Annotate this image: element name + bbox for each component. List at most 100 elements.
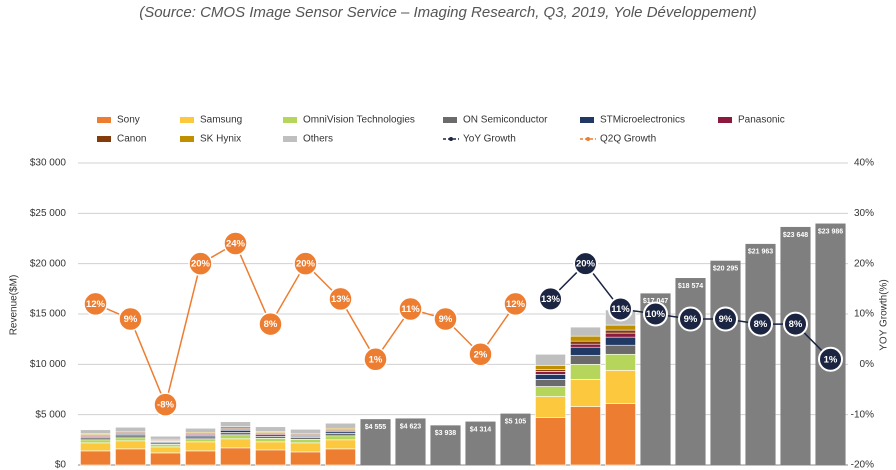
- bar-segment: [255, 426, 286, 433]
- y2-tick-label: 0%: [860, 359, 875, 370]
- legend-swatch: [283, 117, 297, 123]
- line-marker: [748, 311, 773, 337]
- bar-segment: [605, 324, 636, 331]
- legend-label: Others: [303, 134, 333, 145]
- point-label: 10%: [646, 309, 666, 320]
- bar-segment: [220, 438, 251, 449]
- bar-segment: [80, 450, 111, 466]
- point-label: 11%: [611, 304, 630, 315]
- y2-axis-label: YOY Growth(%): [879, 279, 890, 351]
- bar-segment: [535, 417, 566, 466]
- legend-swatch: [443, 117, 457, 123]
- bar-segment: [115, 440, 146, 450]
- bar-segment: [185, 441, 216, 452]
- legend-label: OmniVision Technologies: [303, 115, 415, 126]
- legend-dot: [586, 137, 590, 141]
- line-marker: [118, 306, 143, 332]
- point-label: 12%: [86, 299, 106, 310]
- bar-segment: [290, 439, 321, 444]
- bar-segment: [115, 437, 146, 442]
- bar-segment: [290, 451, 321, 466]
- point-label: 11%: [401, 304, 420, 315]
- legend-label: Samsung: [200, 115, 242, 126]
- point-label: 9%: [124, 314, 138, 325]
- y-tick-label: $25 000: [30, 208, 67, 219]
- bar-segment: [605, 329, 636, 334]
- bar-segment: [80, 429, 111, 435]
- bar-segment: [535, 374, 566, 380]
- total-bar: [675, 278, 706, 465]
- legend-swatch: [180, 136, 194, 142]
- total-bar: [745, 243, 776, 465]
- legend-label: ON Semiconductor: [463, 115, 548, 126]
- bar-segment: [570, 406, 601, 466]
- bar-segment: [290, 437, 321, 440]
- bar-segment: [605, 403, 636, 466]
- bar-segment: [605, 353, 636, 371]
- bar-segment: [570, 379, 601, 407]
- line-marker: [608, 296, 633, 322]
- bar-segment: [220, 431, 251, 436]
- bar-segment: [255, 449, 286, 466]
- legend-swatch: [97, 136, 111, 142]
- y-tick-label: $30 000: [30, 158, 67, 169]
- total-label: $21 963: [748, 249, 773, 256]
- line-marker: [153, 392, 178, 417]
- legend-swatch: [718, 117, 732, 123]
- total-label: $23 648: [783, 232, 808, 239]
- line-marker: [503, 291, 528, 317]
- bar-segment: [605, 344, 636, 355]
- bar-segment: [535, 353, 566, 366]
- y2-tick-label: -10%: [851, 409, 874, 420]
- bar-segment: [220, 434, 251, 440]
- legend-label: SK Hynix: [200, 134, 241, 145]
- total-bar: [710, 260, 741, 465]
- y-axis-label: Revenue($M): [9, 275, 20, 336]
- bar-segment: [150, 446, 181, 454]
- line-marker: [818, 346, 843, 372]
- bar-segment: [185, 427, 216, 433]
- legend-label: YoY Growth: [463, 134, 516, 145]
- total-bar: [500, 413, 531, 465]
- bar-segment: [115, 448, 146, 466]
- point-label: 9%: [684, 314, 698, 325]
- point-label: 8%: [754, 319, 768, 330]
- legend-label: Canon: [117, 134, 146, 145]
- line-marker: [398, 296, 423, 322]
- line-marker: [678, 306, 703, 332]
- legend-swatch: [580, 117, 594, 123]
- bar-segment: [255, 438, 286, 443]
- bar-segment: [150, 435, 181, 440]
- bar-segment: [570, 340, 601, 345]
- point-label: -8%: [157, 400, 174, 411]
- y2-tick-label: -20%: [851, 460, 874, 470]
- bar-segment: [220, 421, 251, 428]
- y-tick-label: $10 000: [30, 359, 67, 370]
- bar-segment: [570, 346, 601, 356]
- legend-label: STMicroelectronics: [600, 115, 685, 126]
- line-marker: [328, 286, 353, 312]
- bar-segment: [535, 369, 566, 372]
- legend-dot: [449, 137, 453, 141]
- bar-segment: [80, 439, 111, 444]
- total-bar: [395, 418, 426, 465]
- bar-segment: [535, 396, 566, 418]
- bar-segment: [325, 432, 356, 437]
- total-label: $3 938: [435, 430, 457, 437]
- total-bar: [465, 421, 496, 465]
- y-tick-label: $20 000: [30, 258, 67, 269]
- bar-segment: [570, 335, 601, 342]
- total-label: $4 314: [470, 426, 492, 433]
- point-label: 1%: [369, 354, 383, 365]
- line-marker: [363, 347, 388, 372]
- point-label: 20%: [191, 259, 211, 270]
- bar-segment: [290, 428, 321, 434]
- bar-segment: [535, 371, 566, 375]
- point-label: 12%: [506, 299, 526, 310]
- bar-segment: [535, 365, 566, 370]
- bar-segment: [255, 436, 286, 439]
- bar-segment: [325, 448, 356, 466]
- point-label: 8%: [789, 319, 803, 330]
- point-label: 1%: [824, 354, 838, 365]
